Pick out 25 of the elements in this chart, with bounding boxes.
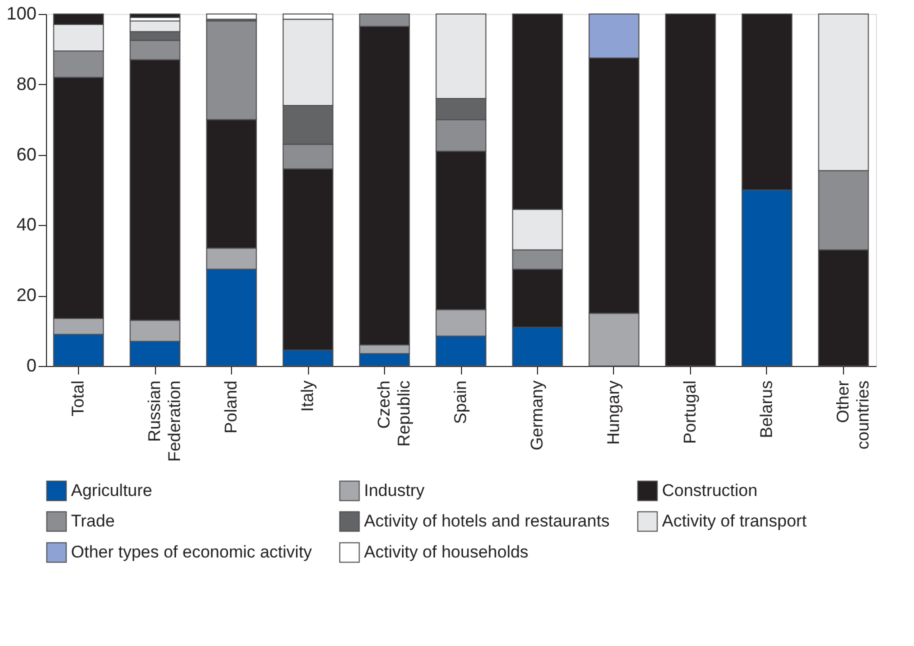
x-tick-label: Czech Republic — [374, 380, 414, 447]
legend-label: Activity of hotels and restaurants — [364, 512, 610, 530]
legend-label: Industry — [364, 480, 425, 500]
x-tick-label: Russian Federation — [145, 380, 184, 462]
y-tick-label: 100 — [6, 4, 36, 24]
x-tick-label: Other countries — [833, 380, 872, 450]
legend-label: Agriculture — [71, 480, 152, 500]
x-tick-label: Hungary — [604, 380, 623, 445]
x-tick-label: Total — [68, 380, 88, 416]
legend-label: Construction — [662, 480, 758, 500]
x-tick-label: Italy — [298, 380, 318, 412]
y-tick-label: 80 — [16, 74, 36, 94]
y-tick-label: 20 — [16, 285, 36, 306]
y-tick-label: 40 — [16, 214, 36, 235]
x-tick-label: Poland — [222, 380, 241, 434]
y-tick-label: 60 — [16, 144, 36, 164]
x-tick-label: Germany — [528, 380, 546, 450]
x-tick-label: Belarus — [756, 380, 776, 438]
legend-label: Trade — [71, 512, 115, 530]
x-tick-label: Portugal — [680, 380, 700, 444]
x-tick-label: Spain — [451, 380, 470, 424]
legend-label: Activity of households — [364, 542, 528, 562]
legend-label: Activity of transport — [662, 512, 807, 530]
legend-label: Other types of economic activity — [71, 542, 312, 562]
y-tick-label: 0 — [26, 356, 36, 376]
